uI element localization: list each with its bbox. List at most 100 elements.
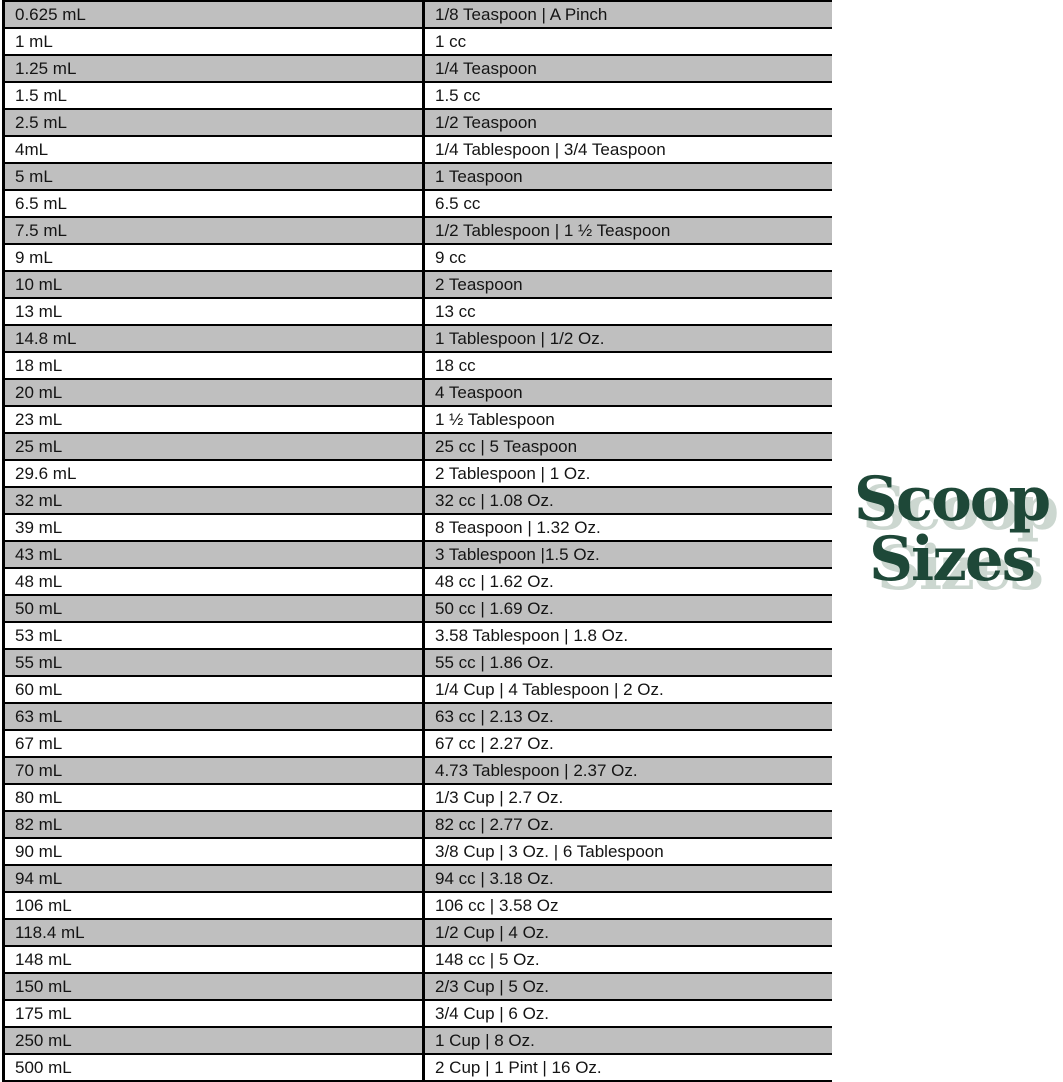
equivalent-cell: 82 cc | 2.77 Oz. [422, 810, 832, 839]
ml-cell: 1.25 mL [2, 54, 424, 83]
table-row: 67 mL 67 cc | 2.27 Oz. [2, 729, 832, 758]
equivalent-cell: 1/3 Cup | 2.7 Oz. [422, 783, 832, 812]
equivalent-cell: 1/2 Tablespoon | 1 ½ Teaspoon [422, 216, 832, 245]
ml-cell: 39 mL [2, 513, 424, 542]
ml-cell: 148 mL [2, 945, 424, 974]
ml-cell: 94 mL [2, 864, 424, 893]
ml-cell: 23 mL [2, 405, 424, 434]
scoop-sizes-logo: Scoop Sizes [840, 464, 1063, 595]
table-row: 14.8 mL 1 Tablespoon | 1/2 Oz. [2, 324, 832, 353]
ml-cell: 118.4 mL [2, 918, 424, 947]
ml-cell: 7.5 mL [2, 216, 424, 245]
equivalent-cell: 1 Tablespoon | 1/2 Oz. [422, 324, 832, 353]
table-row: 1.25 mL 1/4 Teaspoon [2, 54, 832, 83]
table-row: 1.5 mL 1.5 cc [2, 81, 832, 110]
ml-cell: 5 mL [2, 162, 424, 191]
equivalent-cell: 18 cc [422, 351, 832, 380]
table-row: 4mL 1/4 Tablespoon | 3/4 Teaspoon [2, 135, 832, 164]
ml-cell: 32 mL [2, 486, 424, 515]
table-row: 39 mL 8 Teaspoon | 1.32 Oz. [2, 513, 832, 542]
table-row: 9 mL 9 cc [2, 243, 832, 272]
table-row: 55 mL 55 cc | 1.86 Oz. [2, 648, 832, 677]
table-row: 94 mL 94 cc | 3.18 Oz. [2, 864, 832, 893]
ml-cell: 20 mL [2, 378, 424, 407]
ml-cell: 13 mL [2, 297, 424, 326]
ml-cell: 6.5 mL [2, 189, 424, 218]
equivalent-cell: 67 cc | 2.27 Oz. [422, 729, 832, 758]
equivalent-cell: 50 cc | 1.69 Oz. [422, 594, 832, 623]
equivalent-cell: 13 cc [422, 297, 832, 326]
table-row: 0.625 mL 1/8 Teaspoon | A Pinch [2, 0, 832, 29]
equivalent-cell: 48 cc | 1.62 Oz. [422, 567, 832, 596]
equivalent-cell: 1 Teaspoon [422, 162, 832, 191]
table-row: 150 mL 2/3 Cup | 5 Oz. [2, 972, 832, 1001]
equivalent-cell: 1 cc [422, 27, 832, 56]
ml-cell: 500 mL [2, 1053, 424, 1082]
equivalent-cell: 1/4 Cup | 4 Tablespoon | 2 Oz. [422, 675, 832, 704]
equivalent-cell: 4.73 Tablespoon | 2.37 Oz. [422, 756, 832, 785]
table-row: 500 mL 2 Cup | 1 Pint | 16 Oz. [2, 1053, 832, 1082]
table-row: 7.5 mL 1/2 Tablespoon | 1 ½ Teaspoon [2, 216, 832, 245]
table-row: 82 mL 82 cc | 2.77 Oz. [2, 810, 832, 839]
table-body: 0.625 mL 1/8 Teaspoon | A Pinch 1 mL 1 c… [2, 0, 832, 1082]
scoop-sizes-table: 0.625 mL 1/8 Teaspoon | A Pinch 1 mL 1 c… [2, 0, 832, 1082]
logo-line-1: Scoop [853, 464, 1051, 535]
ml-cell: 43 mL [2, 540, 424, 569]
table-row: 43 mL 3 Tablespoon |1.5 Oz. [2, 540, 832, 569]
equivalent-cell: 3/4 Cup | 6 Oz. [422, 999, 832, 1028]
ml-cell: 1.5 mL [2, 81, 424, 110]
table-row: 25 mL 25 cc | 5 Teaspoon [2, 432, 832, 461]
ml-cell: 18 mL [2, 351, 424, 380]
table-row: 106 mL 106 cc | 3.58 Oz [2, 891, 832, 920]
table-row: 5 mL 1 Teaspoon [2, 162, 832, 191]
ml-cell: 50 mL [2, 594, 424, 623]
table-row: 48 mL 48 cc | 1.62 Oz. [2, 567, 832, 596]
equivalent-cell: 3/8 Cup | 3 Oz. | 6 Tablespoon [422, 837, 832, 866]
table-row: 60 mL 1/4 Cup | 4 Tablespoon | 2 Oz. [2, 675, 832, 704]
table-row: 53 mL 3.58 Tablespoon | 1.8 Oz. [2, 621, 832, 650]
table-row: 32 mL 32 cc | 1.08 Oz. [2, 486, 832, 515]
equivalent-cell: 1/4 Teaspoon [422, 54, 832, 83]
equivalent-cell: 3.58 Tablespoon | 1.8 Oz. [422, 621, 832, 650]
ml-cell: 63 mL [2, 702, 424, 731]
ml-cell: 175 mL [2, 999, 424, 1028]
ml-cell: 0.625 mL [2, 0, 424, 29]
table-row: 63 mL 63 cc | 2.13 Oz. [2, 702, 832, 731]
equivalent-cell: 6.5 cc [422, 189, 832, 218]
table-row: 148 mL 148 cc | 5 Oz. [2, 945, 832, 974]
ml-cell: 67 mL [2, 729, 424, 758]
ml-cell: 9 mL [2, 243, 424, 272]
ml-cell: 90 mL [2, 837, 424, 866]
equivalent-cell: 4 Teaspoon [422, 378, 832, 407]
table-row: 90 mL 3/8 Cup | 3 Oz. | 6 Tablespoon [2, 837, 832, 866]
equivalent-cell: 1/4 Tablespoon | 3/4 Teaspoon [422, 135, 832, 164]
equivalent-cell: 32 cc | 1.08 Oz. [422, 486, 832, 515]
ml-cell: 60 mL [2, 675, 424, 704]
ml-cell: 55 mL [2, 648, 424, 677]
logo-line-2: Sizes [868, 523, 1036, 595]
table-row: 70 mL 4.73 Tablespoon | 2.37 Oz. [2, 756, 832, 785]
ml-cell: 1 mL [2, 27, 424, 56]
table-row: 18 mL 18 cc [2, 351, 832, 380]
ml-cell: 14.8 mL [2, 324, 424, 353]
equivalent-cell: 106 cc | 3.58 Oz [422, 891, 832, 920]
table-row: 80 mL 1/3 Cup | 2.7 Oz. [2, 783, 832, 812]
table-row: 6.5 mL 6.5 cc [2, 189, 832, 218]
ml-cell: 150 mL [2, 972, 424, 1001]
table-row: 2.5 mL 1/2 Teaspoon [2, 108, 832, 137]
table-row: 23 mL 1 ½ Tablespoon [2, 405, 832, 434]
equivalent-cell: 2 Teaspoon [422, 270, 832, 299]
ml-cell: 106 mL [2, 891, 424, 920]
equivalent-cell: 1/2 Cup | 4 Oz. [422, 918, 832, 947]
equivalent-cell: 3 Tablespoon |1.5 Oz. [422, 540, 832, 569]
equivalent-cell: 2/3 Cup | 5 Oz. [422, 972, 832, 1001]
equivalent-cell: 9 cc [422, 243, 832, 272]
ml-cell: 10 mL [2, 270, 424, 299]
table-row: 20 mL 4 Teaspoon [2, 378, 832, 407]
equivalent-cell: 1 ½ Tablespoon [422, 405, 832, 434]
ml-cell: 48 mL [2, 567, 424, 596]
equivalent-cell: 2 Tablespoon | 1 Oz. [422, 459, 832, 488]
equivalent-cell: 1/8 Teaspoon | A Pinch [422, 0, 832, 29]
equivalent-cell: 148 cc | 5 Oz. [422, 945, 832, 974]
ml-cell: 82 mL [2, 810, 424, 839]
